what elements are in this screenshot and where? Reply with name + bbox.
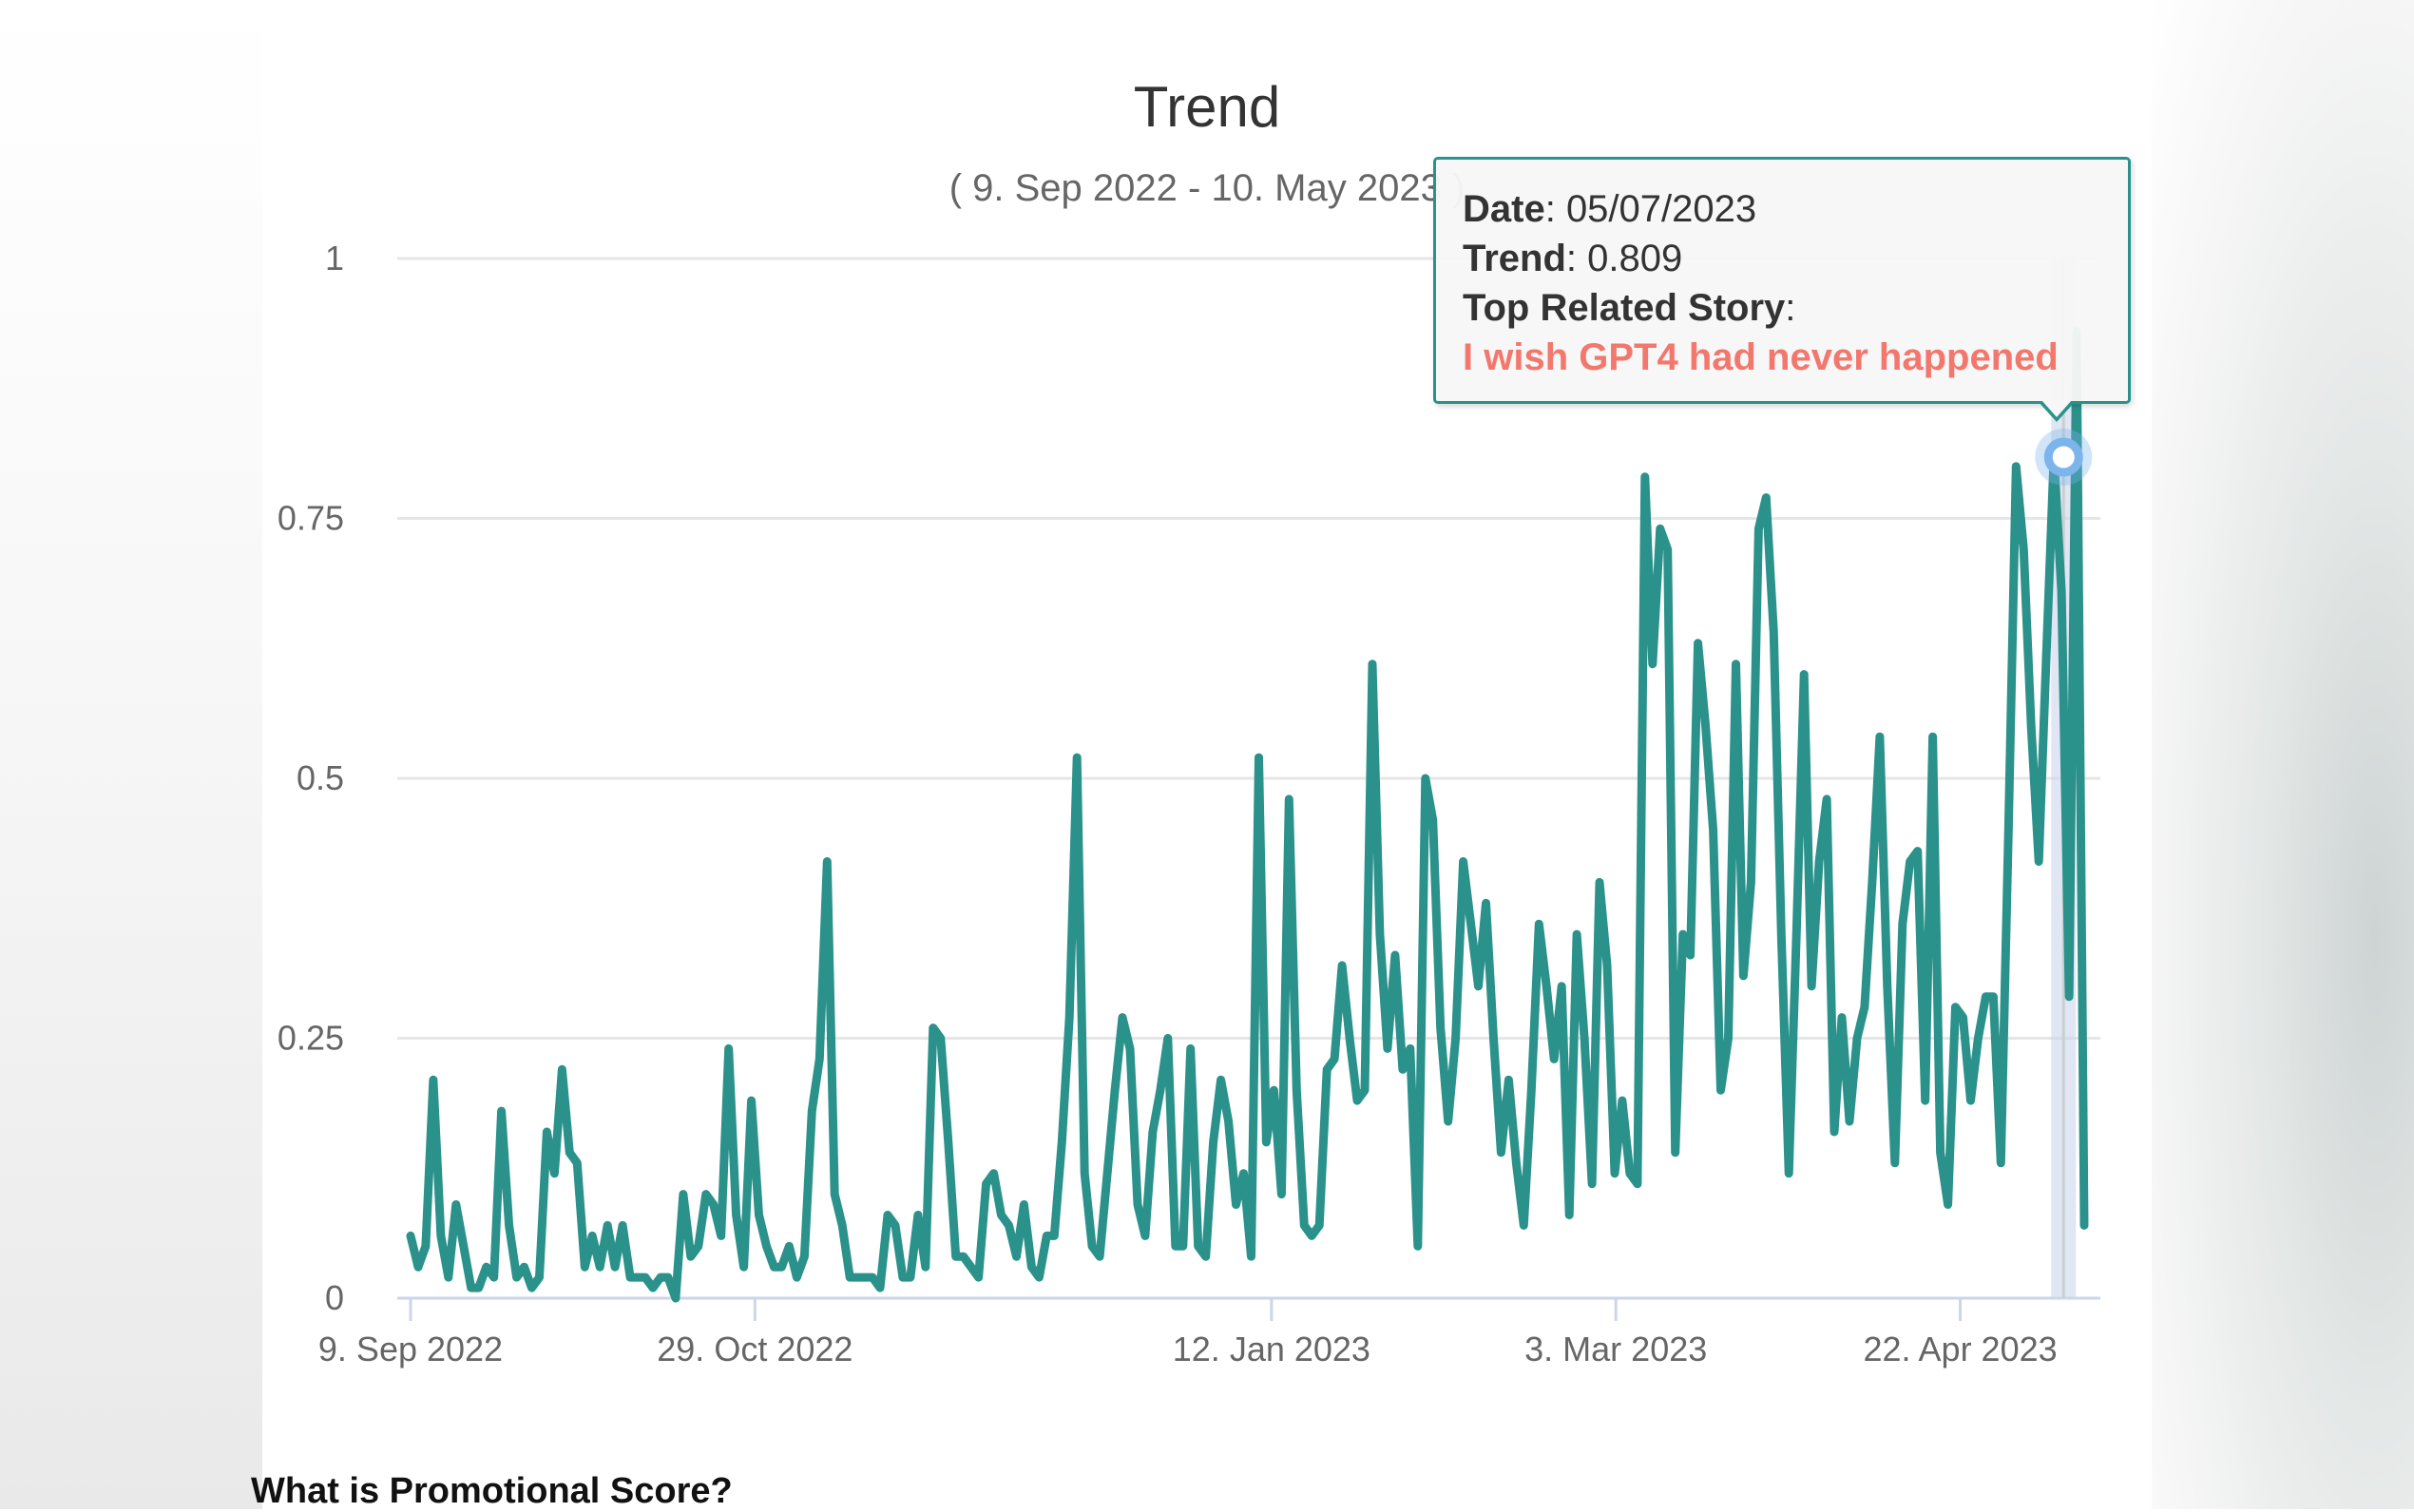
chart-tooltip: Date: 05/07/2023 Trend: 0.809 Top Relate… bbox=[1433, 157, 2131, 404]
page-background-right bbox=[2152, 0, 2414, 1509]
y-tick-label: 1 bbox=[325, 239, 344, 278]
section-heading: What is Promotional Score? bbox=[251, 1471, 733, 1511]
y-tick-label: 0.5 bbox=[297, 758, 344, 797]
tooltip-date-value: 05/07/2023 bbox=[1565, 188, 1757, 230]
tooltip-trend-value: 0.809 bbox=[1587, 238, 1683, 279]
y-tick-label: 0.75 bbox=[278, 499, 344, 538]
tooltip-trend-label: Trend bbox=[1463, 238, 1566, 279]
x-tick-label: 22. Apr 2023 bbox=[1863, 1330, 2057, 1368]
tooltip-arrow-inner bbox=[2041, 400, 2072, 417]
y-tick-label: 0 bbox=[325, 1278, 344, 1317]
tooltip-story-label: Top Related Story bbox=[1463, 287, 1786, 329]
x-tick-label: 3. Mar 2023 bbox=[1524, 1330, 1707, 1368]
x-tick-label: 29. Oct 2022 bbox=[657, 1330, 853, 1368]
y-tick-label: 0.25 bbox=[278, 1019, 344, 1058]
x-tick-label: 9. Sep 2022 bbox=[318, 1330, 503, 1368]
tooltip-date-label: Date bbox=[1463, 188, 1545, 230]
chart-title: Trend bbox=[1133, 75, 1281, 139]
page-background-left bbox=[0, 0, 262, 1509]
tooltip-story-link[interactable]: I wish GPT4 had never happened bbox=[1463, 336, 2059, 378]
series-line-trend bbox=[406, 327, 2089, 1303]
chart-subtitle: ( 9. Sep 2022 - 10. May 2023 ) bbox=[948, 167, 1466, 209]
highlight-marker bbox=[2043, 437, 2083, 477]
x-tick-label: 12. Jan 2023 bbox=[1173, 1330, 1370, 1368]
